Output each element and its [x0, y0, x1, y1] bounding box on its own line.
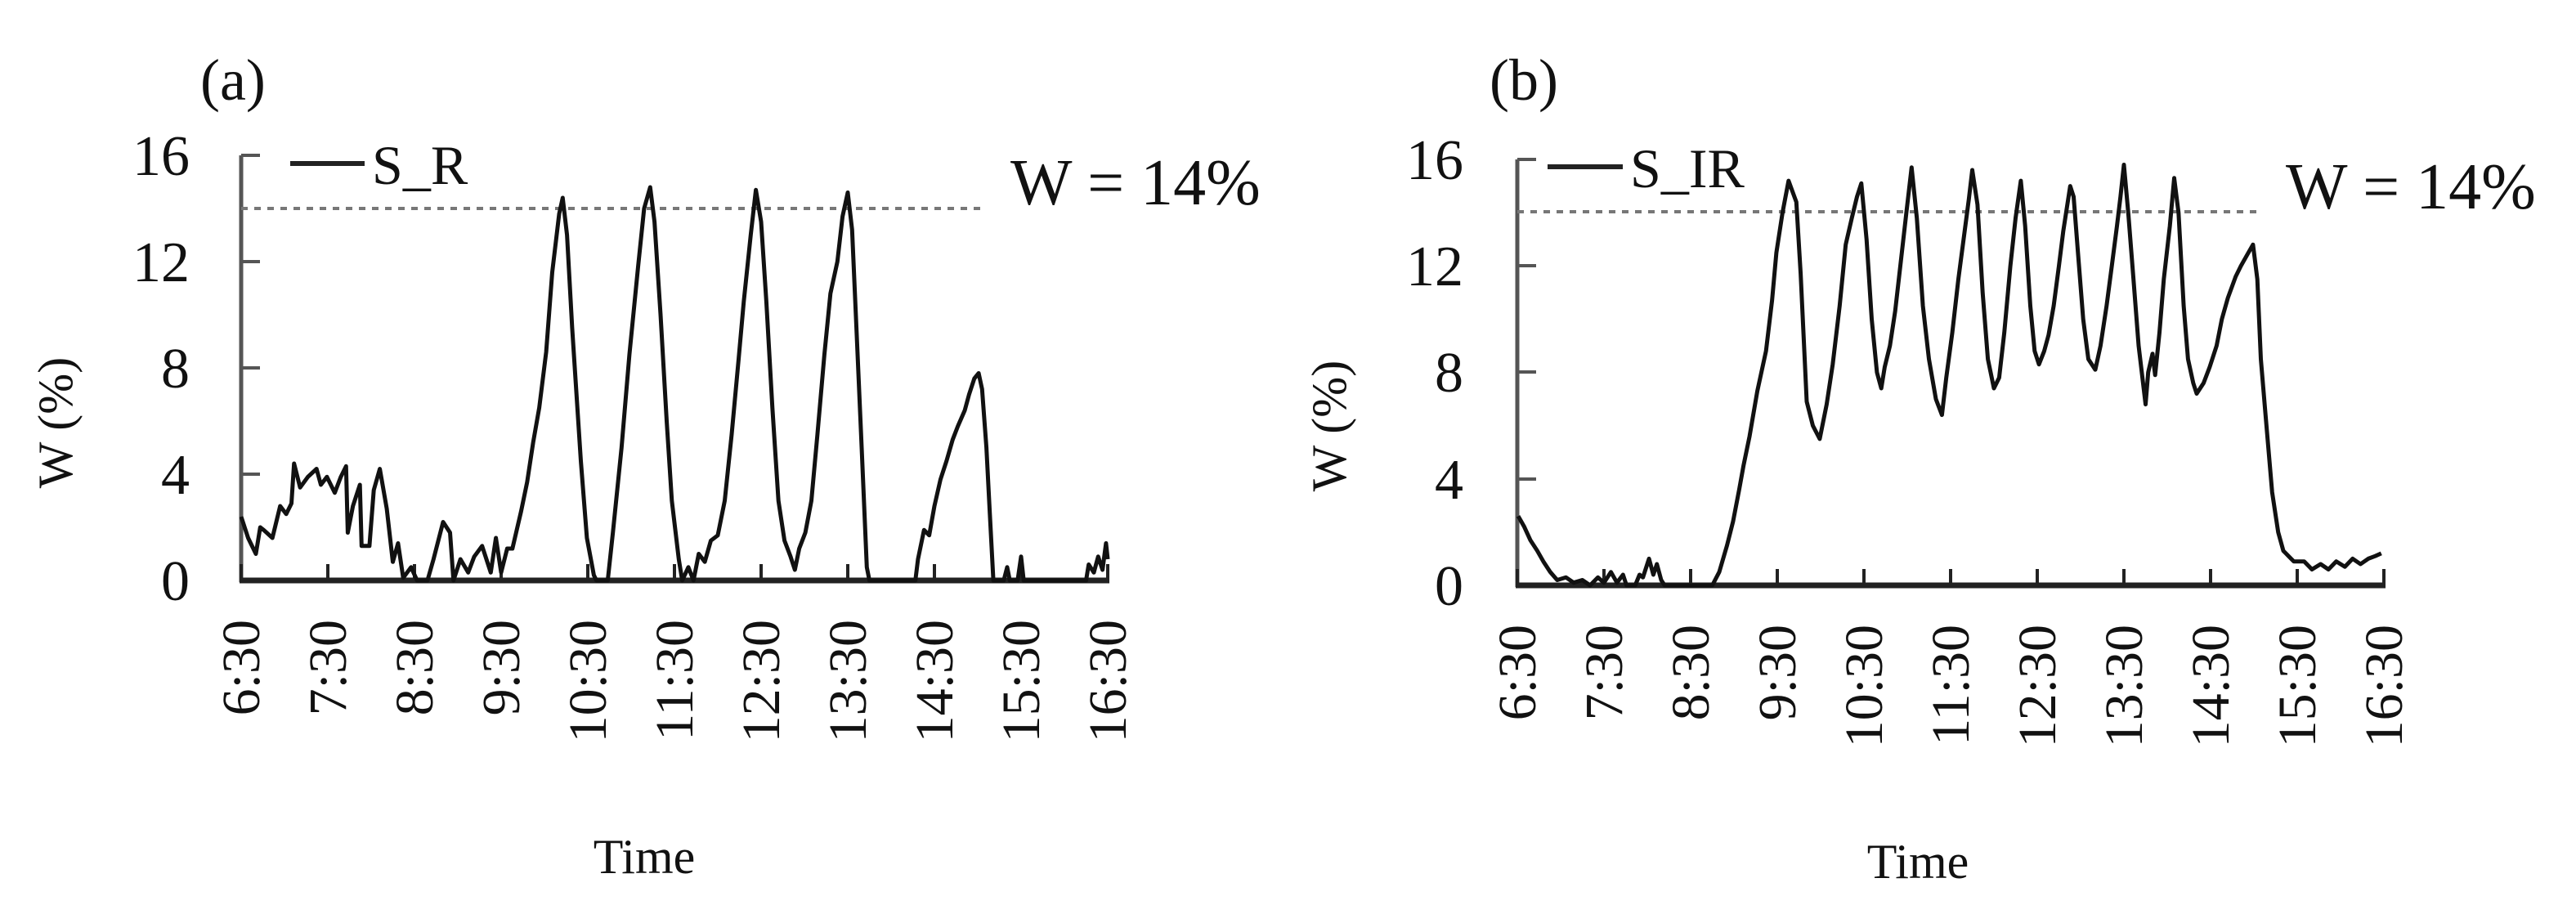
y-tick-label: 8: [161, 338, 190, 401]
y-tick-label: 16: [132, 125, 190, 188]
x-tick-label: 9:30: [472, 620, 531, 715]
y-tick-label: 12: [1406, 235, 1463, 298]
x-tick-label: 14:30: [2181, 625, 2241, 747]
x-tick-labels: 6:30 7:30 8:30 9:30 10:30 11:30 12:30 13:30 14:3…: [1488, 625, 2414, 747]
y-tick-labels: 16 12 8 4 0: [132, 125, 190, 613]
y-ticks: [1517, 158, 1536, 481]
legend: S_IR: [1548, 137, 1745, 199]
panel-b: (b) 16 12 8 4 0 W (%) 6:30 7:30 8:30 9:30 10…: [1302, 47, 2536, 889]
x-tick-label: 16:30: [1078, 620, 1138, 742]
x-tick-label: 16:30: [2354, 625, 2414, 747]
x-tick-labels: 6:30 7:30 8:30 9:30 10:30 11:30 12:30 13:30 14:3…: [212, 620, 1138, 742]
y-tick-label: 8: [1435, 342, 1463, 405]
x-tick-label: 10:30: [558, 620, 618, 742]
x-tick-label: 10:30: [1835, 625, 1894, 747]
series-line-s-r: [239, 185, 1110, 583]
x-axis-title: Time: [1867, 835, 1969, 889]
x-tick-label: 12:30: [2008, 625, 2068, 747]
y-tick-label: 0: [1435, 555, 1463, 618]
x-tick-label: 11:30: [1921, 625, 1981, 746]
x-tick-label: 6:30: [212, 620, 271, 715]
x-tick-label: 7:30: [298, 620, 358, 715]
y-tick-label: 0: [161, 550, 190, 613]
y-ticks: [241, 154, 260, 476]
x-tick-label: 6:30: [1488, 625, 1548, 720]
x-tick-label: 8:30: [1661, 625, 1721, 720]
y-tick-labels: 16 12 8 4 0: [1406, 129, 1463, 618]
y-tick-label: 12: [132, 231, 190, 294]
series-line-s-ir: [1516, 163, 2382, 588]
x-tick-label: 12:30: [732, 620, 791, 742]
threshold-label: W = 14%: [2286, 151, 2536, 223]
x-tick-label: 13:30: [2094, 625, 2154, 747]
x-tick-label: 8:30: [385, 620, 445, 715]
y-tick-label: 4: [1435, 449, 1463, 512]
x-tick-label: 15:30: [992, 620, 1051, 742]
y-axis-title: W (%): [29, 357, 83, 489]
panel-label: (a): [200, 47, 266, 113]
legend-label: S_IR: [1630, 137, 1745, 199]
x-tick-label: 9:30: [1748, 625, 1808, 720]
y-axis-title: W (%): [1302, 361, 1356, 492]
x-tick-label: 7:30: [1575, 625, 1634, 720]
x-tick-label: 15:30: [2268, 625, 2327, 747]
legend-label: S_R: [372, 134, 468, 196]
legend: S_R: [290, 134, 468, 196]
threshold-label: W = 14%: [1010, 147, 1261, 219]
x-tick-label: 11:30: [645, 620, 705, 741]
x-tick-label: 13:30: [818, 620, 878, 742]
y-tick-label: 16: [1406, 129, 1463, 192]
panel-label: (b): [1490, 47, 1558, 113]
y-tick-label: 4: [161, 444, 190, 507]
x-axis-title: Time: [594, 830, 696, 884]
panel-a: (a) 16 12 8 4 0 W (%) 6:30 7:30 8:30 9:30 10…: [29, 47, 1261, 884]
x-tick-label: 14:30: [905, 620, 965, 742]
